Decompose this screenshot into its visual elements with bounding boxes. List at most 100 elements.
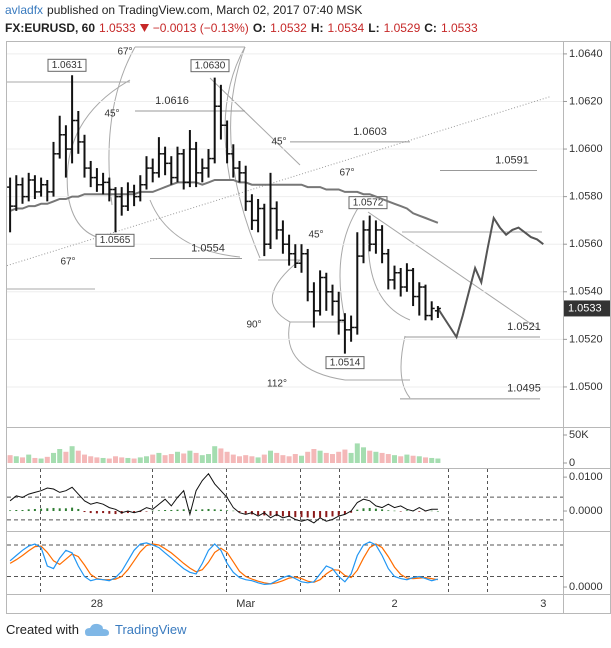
- macd-histogram: [83, 511, 86, 513]
- open-value: 1.0532: [270, 21, 307, 35]
- macd-histogram: [77, 508, 80, 512]
- macd-histogram: [58, 508, 61, 512]
- y-tick-label: 1.0640: [569, 48, 603, 60]
- macd-histogram: [244, 511, 247, 514]
- x-tick-label: 3: [540, 598, 546, 610]
- macd-histogram: [89, 511, 92, 514]
- y-tick-label: 1.0500: [569, 381, 603, 393]
- volume-bar: [230, 454, 236, 463]
- volume-bar: [410, 455, 416, 463]
- volume-bar: [75, 450, 81, 463]
- y-tick-label: 0.0100: [569, 471, 603, 483]
- macd-histogram: [207, 508, 210, 512]
- close-label: C:: [424, 21, 437, 35]
- volume-bar: [113, 456, 118, 463]
- macd-histogram: [139, 511, 142, 513]
- macd-histogram: [232, 510, 235, 512]
- volume-bar: [392, 455, 397, 463]
- macd-histogram: [368, 507, 371, 512]
- author[interactable]: avladfx: [5, 3, 44, 17]
- macd-histogram: [374, 508, 377, 512]
- volume-bar: [162, 455, 168, 463]
- volume-bar: [150, 454, 156, 463]
- level-label: 1.0554: [191, 242, 225, 254]
- level-box: [348, 196, 388, 210]
- y-tick-label: 1.0580: [569, 191, 603, 203]
- down-arrow: [139, 24, 149, 32]
- y-tick-label: 1.0560: [569, 238, 603, 250]
- angle-label: 67°: [339, 168, 354, 179]
- macd-line: [9, 472, 438, 524]
- macd-histogram: [219, 509, 222, 512]
- macd-histogram: [15, 510, 18, 512]
- volume-bar: [305, 451, 311, 463]
- volume-bar: [7, 455, 13, 463]
- volume-bar: [280, 455, 286, 463]
- macd-histogram: [213, 509, 216, 512]
- projection-line: [437, 215, 544, 340]
- volume-bar: [323, 452, 329, 463]
- angle-label: 45°: [104, 109, 119, 120]
- macd-histogram: [21, 510, 24, 512]
- x-tick-label: 28: [91, 598, 103, 610]
- volume-bar: [379, 452, 385, 463]
- macd-histogram: [95, 511, 98, 514]
- session-lines: [40, 469, 488, 594]
- level-label: 1.0495: [507, 383, 541, 395]
- volume-bar: [137, 457, 143, 463]
- volume-bar: [249, 456, 255, 463]
- level-label: 1.0603: [353, 126, 387, 138]
- volume-bar: [187, 450, 193, 463]
- change: −0.0013 (−0.13%): [152, 21, 249, 35]
- angle-label: 45°: [271, 137, 286, 148]
- volume-bar: [330, 454, 335, 463]
- angle-label: 90°: [246, 320, 261, 331]
- open-label: O:: [252, 21, 267, 35]
- level-label: 1.0630: [195, 60, 226, 71]
- volume-bar: [100, 457, 106, 463]
- level-label: 1.0616: [155, 95, 189, 107]
- volume-bar: [367, 450, 373, 463]
- volume-bar: [168, 454, 174, 463]
- volume-bar: [361, 447, 366, 463]
- macd-histogram: [170, 510, 173, 512]
- macd-histogram: [114, 511, 117, 515]
- volume-bar: [38, 458, 44, 463]
- volume-bar: [237, 456, 242, 463]
- volume-bar: [274, 452, 280, 463]
- macd-histogram: [201, 509, 204, 512]
- macd-histogram: [275, 511, 278, 517]
- gann-arcs: [7, 46, 542, 399]
- macd-histogram: [157, 510, 160, 512]
- volume-bar: [212, 446, 218, 463]
- macd-histogram: [436, 511, 439, 512]
- macd-histogram: [300, 511, 303, 518]
- volume-bar: [44, 456, 50, 463]
- volume-bar: [63, 451, 69, 463]
- y-tick-label: 1.0600: [569, 143, 603, 155]
- volume-bar: [125, 457, 131, 463]
- angle-label: 67°: [60, 257, 75, 268]
- macd-histogram: [288, 511, 291, 517]
- angle-label: 67°: [117, 47, 132, 58]
- volume-bar: [342, 449, 348, 463]
- macd-histogram: [430, 510, 433, 512]
- macd-histogram: [306, 511, 309, 518]
- macd-histogram: [325, 511, 328, 518]
- volume-bar: [398, 456, 404, 463]
- high-value: 1.0534: [327, 21, 365, 35]
- macd-histogram: [331, 511, 334, 517]
- macd-histogram: [176, 509, 179, 512]
- brand[interactable]: TradingView: [114, 622, 187, 637]
- macd-histogram: [164, 510, 167, 512]
- chart: 1.0640 1.0620 1.0600 1.0580 1.0560 1.0540 1.05…: [6, 41, 611, 614]
- close-value: 1.0533: [440, 21, 478, 35]
- x-tick-label: Mar: [236, 598, 255, 610]
- macd-histogram: [52, 507, 55, 512]
- macd-histogram: [182, 509, 185, 512]
- y-tick-label: 50K: [569, 429, 589, 441]
- level-box: [95, 233, 135, 247]
- moving-average: [9, 179, 439, 224]
- macd-histogram: [108, 511, 111, 514]
- macd-histogram: [381, 509, 384, 512]
